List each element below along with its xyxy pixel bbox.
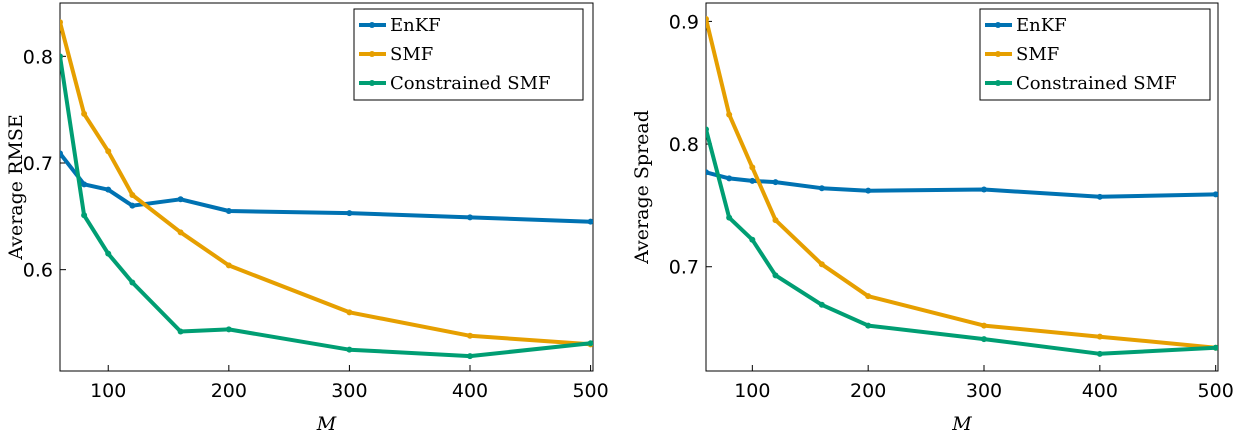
y-axis-title: Average Spread bbox=[631, 110, 653, 265]
chart-panel-1: 100 200 300 400 500 0.6 0.7 0.8 M Average RMSE EnK… bbox=[5, 2, 609, 435]
x-tick-label: 500 bbox=[572, 380, 608, 402]
legend-label-enkf: EnKF bbox=[1016, 15, 1067, 36]
data-point-smf bbox=[1096, 333, 1103, 340]
series-line-enkf bbox=[60, 152, 591, 224]
y-tick-label: 0.9 bbox=[669, 11, 699, 33]
legend-marker-enkf bbox=[369, 22, 375, 28]
data-point-constrained-smf bbox=[865, 322, 872, 329]
data-point-enkf bbox=[129, 202, 136, 209]
data-point-smf bbox=[60, 19, 63, 26]
data-point-constrained-smf bbox=[706, 126, 709, 133]
data-point-constrained-smf bbox=[772, 272, 779, 279]
data-point-smf bbox=[105, 148, 112, 155]
data-point-enkf bbox=[749, 177, 756, 184]
data-point-constrained-smf bbox=[749, 236, 756, 243]
x-tick-label: 300 bbox=[966, 380, 1002, 402]
data-point-constrained-smf bbox=[60, 53, 63, 60]
data-point-constrained-smf bbox=[1096, 350, 1103, 357]
data-point-enkf bbox=[981, 186, 988, 193]
legend-label-constrained-smf: Constrained SMF bbox=[390, 73, 551, 94]
y-tick-label: 0.6 bbox=[23, 260, 53, 282]
legend-marker-smf bbox=[369, 51, 375, 57]
data-point-constrained-smf bbox=[726, 214, 733, 221]
data-point-smf bbox=[706, 15, 709, 22]
data-point-enkf bbox=[726, 175, 733, 182]
data-point-enkf bbox=[60, 150, 63, 157]
data-point-smf bbox=[726, 111, 733, 118]
legend-box bbox=[353, 8, 584, 101]
x-tick-label: 400 bbox=[452, 380, 488, 402]
legend: EnKF SMF Constrained SMF bbox=[353, 8, 584, 101]
data-point-constrained-smf bbox=[105, 250, 112, 257]
series-line-enkf bbox=[706, 170, 1216, 199]
x-axis-title: M bbox=[951, 413, 972, 435]
data-point-constrained-smf bbox=[177, 328, 184, 335]
data-point-smf bbox=[749, 164, 756, 171]
data-point-smf bbox=[467, 332, 473, 339]
y-tick-label: 0.7 bbox=[23, 153, 53, 175]
plot-area bbox=[60, 19, 593, 360]
legend-label-enkf: EnKF bbox=[390, 15, 441, 36]
data-point-enkf bbox=[865, 187, 872, 194]
data-point-smf bbox=[81, 110, 88, 117]
legend-marker-enkf bbox=[995, 22, 1001, 28]
x-tick-label: 500 bbox=[1198, 380, 1234, 402]
data-point-enkf bbox=[467, 214, 473, 221]
legend-marker-smf bbox=[995, 51, 1001, 57]
x-tick-label: 100 bbox=[90, 380, 126, 402]
legend-label-smf: SMF bbox=[1016, 44, 1059, 65]
y-axis-title: Average RMSE bbox=[5, 114, 27, 260]
data-point-enkf bbox=[346, 210, 353, 217]
data-point-constrained-smf bbox=[1212, 344, 1218, 351]
data-point-constrained-smf bbox=[981, 336, 988, 343]
data-point-constrained-smf bbox=[81, 212, 88, 219]
data-point-smf bbox=[772, 217, 779, 224]
data-point-smf bbox=[129, 192, 136, 198]
data-point-constrained-smf bbox=[225, 326, 232, 333]
x-tick-label: 200 bbox=[211, 380, 247, 402]
legend: EnKF SMF Constrained SMF bbox=[979, 8, 1211, 101]
data-point-enkf bbox=[1096, 193, 1103, 200]
y-tick-label: 0.7 bbox=[669, 257, 699, 279]
data-point-smf bbox=[177, 229, 184, 236]
data-point-enkf bbox=[177, 196, 184, 203]
data-point-enkf bbox=[225, 208, 232, 214]
data-point-enkf bbox=[706, 169, 709, 176]
x-axis-title: M bbox=[316, 413, 337, 435]
legend-label-smf: SMF bbox=[390, 44, 433, 65]
legend-label-constrained-smf: Constrained SMF bbox=[1016, 73, 1177, 94]
x-tick-label: 200 bbox=[850, 380, 886, 402]
data-point-constrained-smf bbox=[587, 340, 593, 347]
data-point-enkf bbox=[818, 185, 825, 192]
plot-area bbox=[706, 15, 1218, 357]
plot-frame bbox=[705, 2, 1219, 372]
x-tick-label: 100 bbox=[734, 380, 770, 402]
plot-frame bbox=[59, 2, 594, 372]
data-point-enkf bbox=[772, 179, 779, 186]
data-point-enkf bbox=[105, 186, 112, 193]
y-tick-label: 0.8 bbox=[23, 46, 53, 68]
data-point-constrained-smf bbox=[129, 279, 136, 286]
data-point-smf bbox=[865, 293, 872, 300]
data-point-constrained-smf bbox=[818, 301, 825, 308]
data-point-constrained-smf bbox=[346, 346, 353, 353]
x-tick-label: 300 bbox=[331, 380, 367, 402]
y-tick-label: 0.8 bbox=[669, 134, 699, 156]
data-point-smf bbox=[818, 261, 825, 268]
legend-marker-constrained-smf bbox=[369, 80, 375, 86]
data-point-smf bbox=[981, 322, 988, 329]
data-point-enkf bbox=[587, 218, 593, 225]
data-point-constrained-smf bbox=[467, 353, 473, 360]
chart-panel-2: 100 200 300 400 500 0.7 0.8 0.9 M Average Spread E… bbox=[631, 2, 1234, 435]
x-tick-label: 400 bbox=[1082, 380, 1118, 402]
data-point-enkf bbox=[81, 181, 88, 188]
legend-box bbox=[979, 8, 1211, 101]
data-point-enkf bbox=[1212, 191, 1218, 198]
data-point-smf bbox=[225, 262, 232, 269]
legend-marker-constrained-smf bbox=[995, 80, 1001, 86]
data-point-smf bbox=[346, 309, 353, 316]
